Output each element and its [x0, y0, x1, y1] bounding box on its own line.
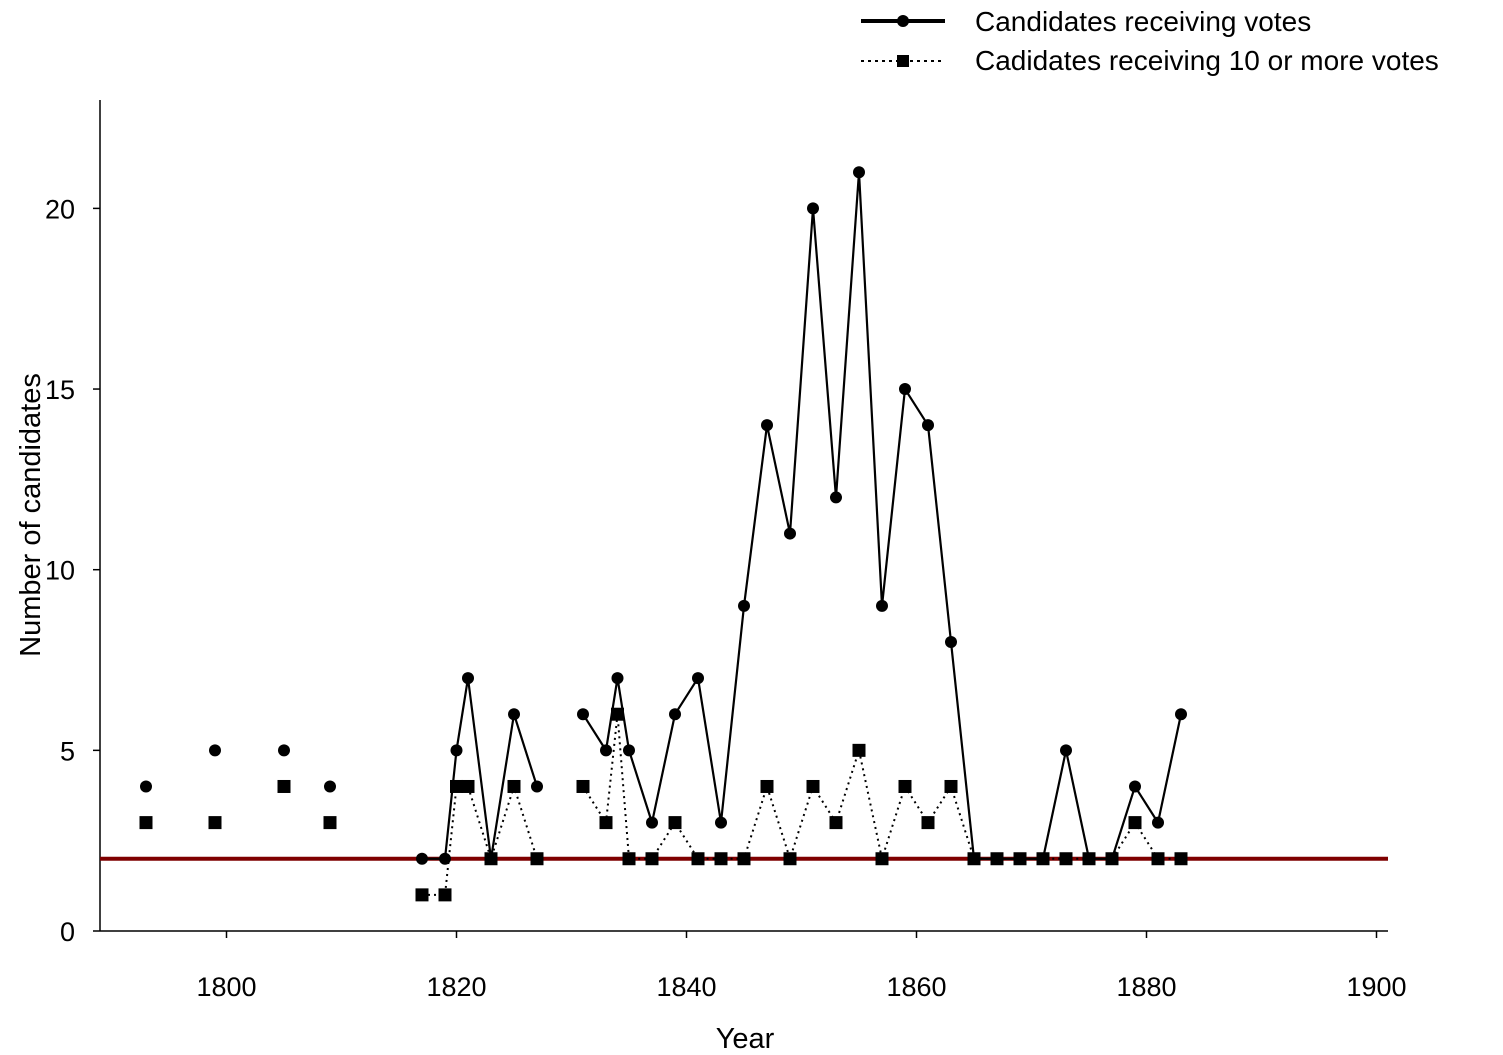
votes-point — [715, 816, 727, 829]
votes-point — [761, 419, 773, 432]
ten-votes-point — [944, 779, 958, 793]
ten-votes-point — [277, 779, 291, 793]
ten-votes-point — [760, 779, 774, 793]
ten-votes-point — [829, 816, 843, 830]
ten-votes-point — [611, 707, 624, 721]
votes-point — [209, 744, 221, 757]
votes-point — [991, 852, 1003, 865]
ten-votes-point — [461, 779, 475, 793]
votes-point — [968, 852, 980, 865]
ten-votes-point — [806, 779, 820, 793]
votes-point — [462, 672, 474, 685]
votes-point — [899, 383, 911, 396]
votes-point — [278, 744, 290, 757]
y-tick-label: 5 — [60, 736, 75, 766]
y-tick-label: 10 — [45, 556, 75, 586]
ten-votes-point — [139, 816, 153, 830]
votes-point — [623, 744, 635, 757]
votes-point — [508, 708, 520, 721]
votes-point — [692, 672, 704, 685]
votes-point — [439, 852, 451, 865]
votes-point — [1014, 852, 1026, 865]
votes-line — [582, 171, 1183, 860]
votes-point — [1083, 852, 1095, 865]
y-tick-label: 20 — [45, 194, 75, 224]
votes-point — [531, 780, 543, 793]
ten-votes-point — [1059, 852, 1073, 866]
votes-point — [1106, 852, 1118, 865]
series-markers — [139, 166, 1188, 902]
x-tick-label: 1840 — [656, 972, 716, 1002]
x-axis-title: Year — [716, 1023, 775, 1055]
votes-point — [738, 599, 750, 612]
legend-marker-votes — [897, 15, 909, 27]
votes-line — [422, 676, 539, 860]
votes-point — [646, 816, 658, 829]
ten-votes-point — [852, 743, 866, 757]
votes-point — [600, 744, 612, 757]
ten-votes-point — [714, 852, 728, 866]
ten-votes-point — [1128, 816, 1142, 830]
votes-point — [807, 202, 819, 215]
ten-votes-point — [898, 779, 912, 793]
x-tick-label: 1800 — [196, 972, 256, 1002]
ten-votes-point — [208, 816, 222, 830]
ten-votes-point — [645, 852, 659, 866]
votes-point — [784, 527, 796, 540]
ten-votes-point — [921, 816, 935, 830]
ten-votes-point — [530, 852, 544, 866]
votes-point — [853, 166, 865, 179]
ten-votes-line — [422, 785, 538, 896]
votes-point — [577, 708, 589, 721]
ten-votes-point — [783, 852, 797, 866]
votes-point — [611, 672, 624, 685]
ten-votes-point — [450, 779, 463, 793]
x-tick-label: 1880 — [1116, 972, 1176, 1002]
votes-point — [1129, 780, 1141, 793]
y-axis-title: Number of candidates — [15, 373, 47, 657]
ten-votes-point — [668, 816, 682, 830]
ten-votes-point — [1174, 852, 1188, 866]
ten-votes-point — [576, 779, 590, 793]
ten-votes-point — [599, 816, 613, 830]
votes-point — [876, 599, 888, 612]
votes-point — [830, 491, 842, 504]
x-tick-label: 1820 — [426, 972, 486, 1002]
votes-point — [1037, 852, 1049, 865]
ten-votes-point — [415, 888, 429, 902]
axes: 1800 1820 1840 1860 1880 1900 0 5 10 15 20 — [45, 100, 1407, 1002]
votes-point — [1175, 708, 1187, 721]
legend-label-votes: Candidates receiving votes — [975, 6, 1311, 37]
ten-votes-point — [622, 852, 636, 866]
x-tick-label: 1860 — [886, 972, 946, 1002]
y-tick-label: 0 — [60, 917, 75, 947]
ten-votes-point — [1151, 852, 1165, 866]
votes-point — [324, 780, 336, 793]
ten-votes-point — [323, 816, 337, 830]
votes-point — [945, 635, 957, 648]
legend-marker-ten-votes — [897, 55, 909, 67]
votes-point — [669, 708, 681, 721]
x-tick-label: 1900 — [1346, 972, 1406, 1002]
votes-point — [450, 744, 463, 757]
ten-votes-point — [875, 852, 889, 866]
ten-votes-point — [691, 852, 705, 866]
votes-point — [922, 419, 934, 432]
ten-votes-line — [582, 713, 1181, 860]
votes-point — [140, 780, 152, 793]
ten-votes-point — [507, 779, 521, 793]
votes-point — [1060, 744, 1072, 757]
votes-point — [1152, 816, 1164, 829]
legend-label-ten-votes: Cadidates receiving 10 or more votes — [975, 45, 1439, 76]
legend: Candidates receiving votes Cadidates rec… — [861, 6, 1439, 76]
ten-votes-point — [438, 888, 452, 902]
ten-votes-point — [737, 852, 751, 866]
votes-point — [485, 852, 497, 865]
votes-point — [416, 852, 428, 865]
y-tick-label: 15 — [45, 375, 75, 405]
